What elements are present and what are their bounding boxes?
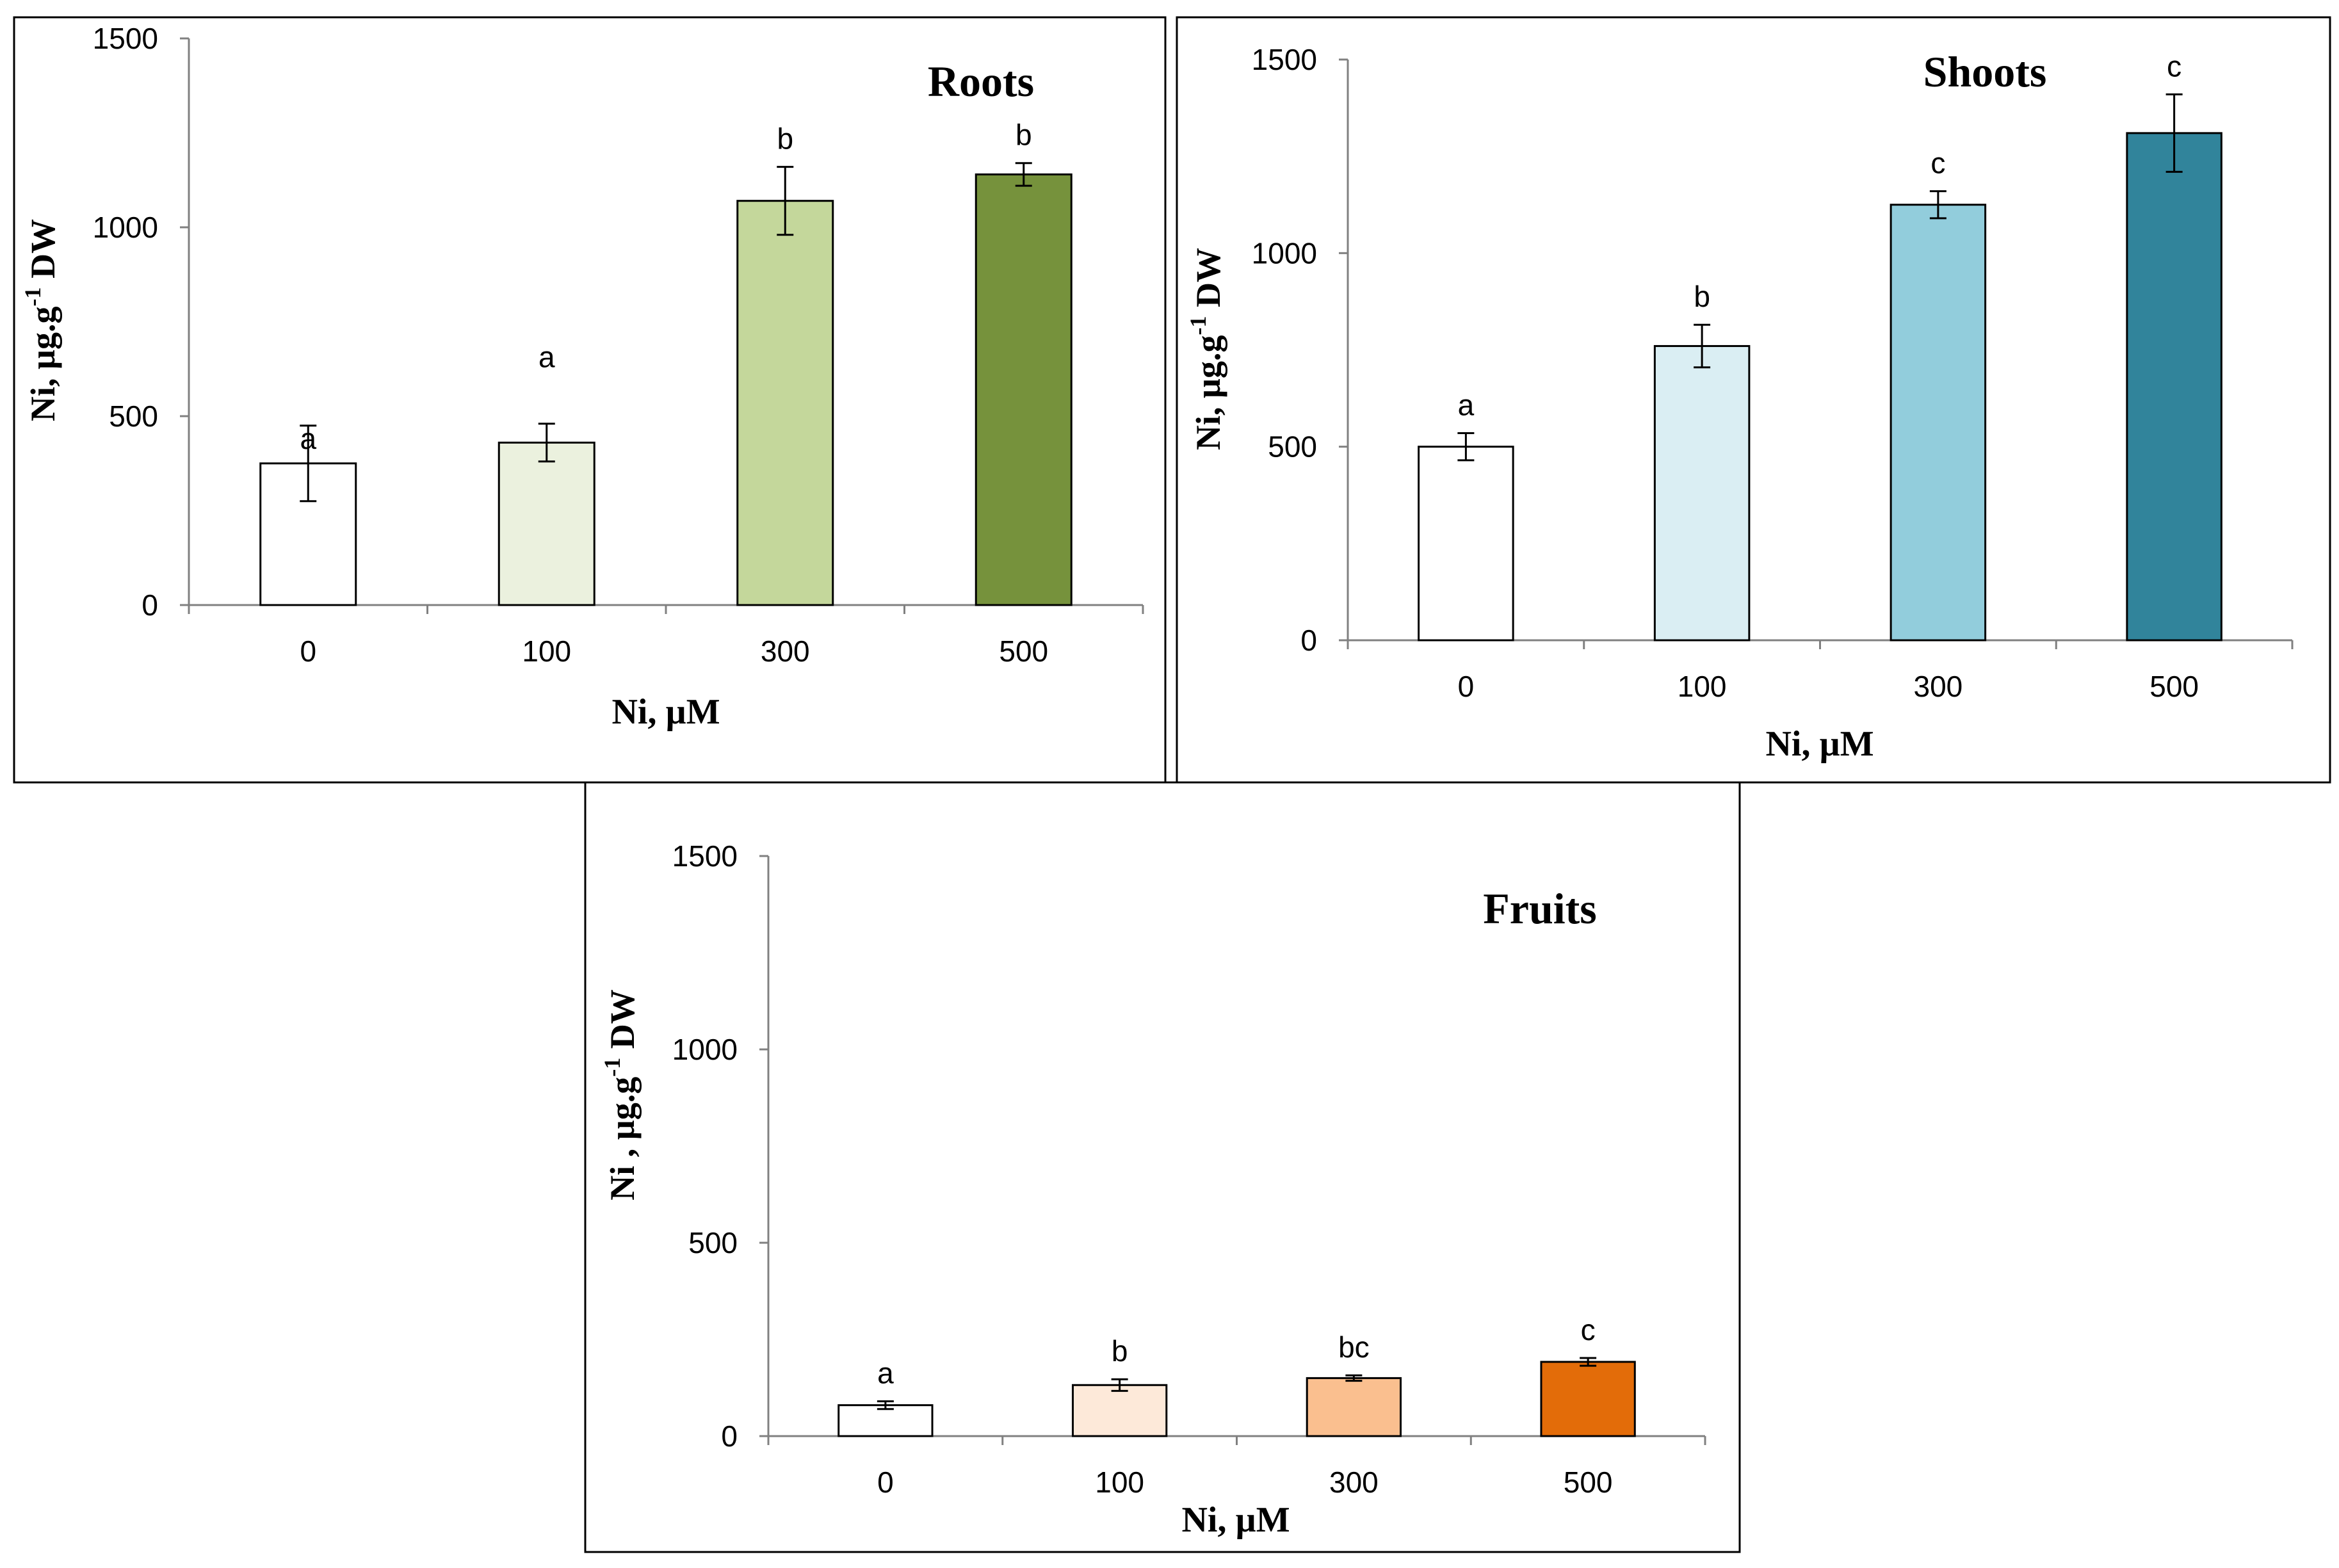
bar-500 [1540, 1361, 1636, 1437]
chart-panel-fruits: 0 500 1000 1500 a 0 b 100 bc 300 c 500 Fruits Ni, µM N… [584, 781, 1741, 1553]
x-tick-label: 0 [877, 1466, 894, 1499]
x-axis-label: Ni, µM [1181, 1500, 1290, 1540]
significance-label: b [777, 122, 793, 156]
y-axis-label: Ni , µg.g-1 DW [599, 989, 642, 1200]
y-tick-label: 1000 [672, 1033, 738, 1066]
significance-label: c [2167, 49, 2181, 83]
significance-label: b [1694, 280, 1710, 313]
bar-300 [1890, 204, 1987, 642]
y-tick-label: 500 [109, 400, 158, 433]
x-tick-label: 0 [1458, 670, 1475, 703]
significance-label: c [1930, 147, 1945, 180]
bar-500 [975, 173, 1072, 606]
x-tick-label: 100 [1678, 670, 1727, 703]
y-tick-label: 500 [688, 1226, 738, 1259]
significance-label: b [1016, 118, 1032, 152]
x-tick-label: 500 [2149, 670, 2199, 703]
chart-title: Fruits [1483, 884, 1597, 933]
x-tick-label: 300 [761, 634, 810, 668]
y-tick-label: 500 [1268, 430, 1317, 464]
bar-300 [736, 200, 834, 606]
x-axis-label: Ni, µM [611, 692, 720, 732]
x-tick-label: 300 [1329, 1466, 1379, 1499]
significance-label: a [300, 422, 316, 455]
significance-label: c [1581, 1313, 1596, 1346]
panel-frame [13, 16, 1167, 784]
bar-100 [1653, 344, 1751, 642]
significance-label: a [877, 1357, 894, 1390]
x-tick-label: 100 [1095, 1466, 1144, 1499]
y-tick-label: 0 [142, 588, 158, 622]
y-tick-label: 1500 [93, 22, 158, 55]
x-tick-label: 300 [1914, 670, 1963, 703]
chart-title: Roots [928, 57, 1034, 106]
x-axis-label: Ni, µM [1765, 724, 1874, 764]
significance-label: b [1112, 1334, 1128, 1368]
x-tick-label: 500 [1564, 1466, 1613, 1499]
y-tick-label: 1000 [1252, 236, 1317, 270]
bar-300 [1306, 1377, 1402, 1437]
chart-panel-shoots: 0 500 1000 1500 a 0 b 100 c 300 c 500 Shoots Ni, µM Ni… [1176, 16, 2331, 784]
y-tick-label: 0 [1300, 624, 1317, 657]
x-tick-label: 100 [522, 634, 571, 668]
y-tick-label: 1500 [672, 839, 738, 873]
chart-title: Shoots [1923, 47, 2047, 96]
bar-100 [498, 441, 595, 606]
y-axis-label: Ni, µg.g-1 DW [1185, 248, 1227, 450]
x-tick-label: 500 [999, 634, 1048, 668]
chart-panel-roots: 0 500 1000 1500 a 0 a 100 b 300 b 500 Roots Ni, µM Ni,… [13, 16, 1167, 784]
x-tick-label: 0 [300, 634, 316, 668]
bar-0 [838, 1404, 934, 1437]
significance-label: a [1458, 389, 1475, 422]
y-axis-label: Ni, µg.g-1 DW [20, 219, 62, 421]
bar-500 [2126, 132, 2222, 642]
y-tick-label: 1500 [1252, 43, 1317, 76]
significance-label: bc [1338, 1330, 1370, 1364]
bar-100 [1071, 1384, 1168, 1437]
y-tick-label: 0 [721, 1419, 738, 1453]
significance-label: a [538, 340, 555, 373]
y-tick-label: 1000 [93, 211, 158, 244]
bar-0 [1418, 446, 1514, 642]
